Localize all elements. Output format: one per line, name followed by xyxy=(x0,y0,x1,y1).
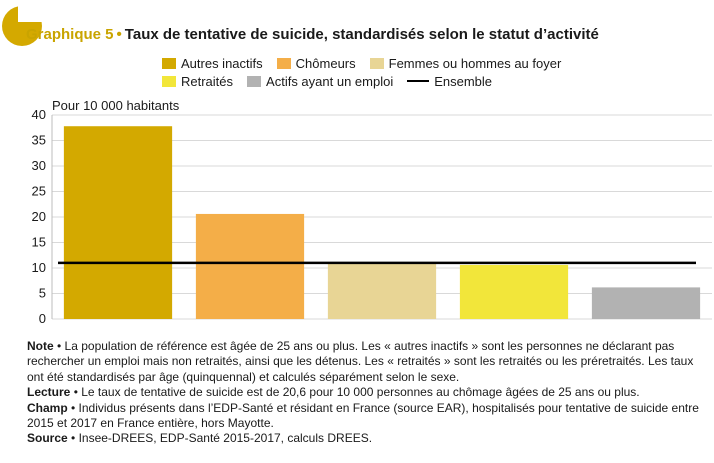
lecture-label: Lecture xyxy=(27,385,71,400)
note-text: La population de référence est âgée de 2… xyxy=(27,339,694,384)
champ-label: Champ xyxy=(27,400,68,415)
champ-text: Individus présents dans l’EDP-Santé et r… xyxy=(27,400,699,431)
lecture-paragraph: Lecture • Le taux de tentative de suicid… xyxy=(27,385,640,400)
legend-swatch xyxy=(276,57,291,69)
legend-swatch xyxy=(369,57,384,69)
legend-label: Retraités xyxy=(181,73,234,89)
source-label: Source xyxy=(27,431,68,446)
bars xyxy=(63,126,701,319)
notes: Note • La population de référence est âg… xyxy=(27,339,711,447)
y-tick-label: 40 xyxy=(32,107,46,122)
bar xyxy=(591,287,701,319)
y-tick-label: 5 xyxy=(39,286,46,301)
y-axis-ticks: 0 5 10 15 20 25 30 35 40 xyxy=(32,107,46,326)
source-text: Insee-DREES, EDP-Santé 2015-2017, calcul… xyxy=(78,431,373,446)
legend-item-autres-inactifs: Autres inactifs xyxy=(162,56,263,71)
bar xyxy=(195,213,305,319)
y-tick-label: 10 xyxy=(32,260,46,275)
bar xyxy=(327,262,437,319)
source-paragraph: Source • Insee-DREES, EDP-Santé 2015-201… xyxy=(27,431,373,446)
title-separator: • xyxy=(116,26,122,43)
y-axis-label: Pour 10 000 habitants xyxy=(52,98,180,113)
legend-swatch xyxy=(162,75,176,87)
corner-decoration-icon xyxy=(2,0,60,46)
legend-swatch xyxy=(247,75,262,87)
bar-chart: Pour 10 000 habitants 0 5 10 15 20 25 30 35 40 xyxy=(32,98,712,326)
y-tick-label: 30 xyxy=(32,158,46,173)
legend-label: Actifs ayant un emploi xyxy=(266,73,394,89)
note-label: Note xyxy=(27,339,54,353)
champ-paragraph: Champ • Individus présents dans l’EDP-Sa… xyxy=(27,400,699,431)
chart-number: Graphique 5 xyxy=(26,26,114,43)
legend-item-ensemble: Ensemble xyxy=(407,74,492,89)
chart-title: Graphique 5 • Taux de tentative de suicide… xyxy=(26,26,599,43)
y-tick-label: 25 xyxy=(32,184,46,199)
bar xyxy=(459,264,569,319)
legend-label: Femmes ou hommes au foyer xyxy=(388,55,562,71)
legend-item-retraites: Retraités xyxy=(162,74,233,89)
chart-title-text: Taux de tentative de suicide, standardis… xyxy=(124,26,599,43)
legend-label: Autres inactifs xyxy=(181,55,263,71)
y-tick-label: 20 xyxy=(32,209,46,224)
y-tick-label: 15 xyxy=(32,235,46,250)
legend-item-actifs: Actifs ayant un emploi xyxy=(247,74,393,89)
legend-label: Chômeurs xyxy=(295,55,356,71)
note-paragraph: Note • La population de référence est âg… xyxy=(27,339,694,384)
legend-item-foyer: Femmes ou hommes au foyer xyxy=(369,55,562,71)
legend-item-chomeurs: Chômeurs xyxy=(276,55,356,71)
y-tick-label: 0 xyxy=(39,311,46,326)
lecture-text: Le taux de tentative de suicide est de 2… xyxy=(81,385,640,400)
legend: Autres inactifs Chômeurs Femmes ou homme… xyxy=(162,54,592,90)
legend-label: Ensemble xyxy=(434,73,493,89)
legend-line-swatch xyxy=(407,80,430,82)
legend-swatch xyxy=(162,57,176,69)
y-tick-label: 35 xyxy=(32,133,46,148)
bar xyxy=(63,126,173,319)
